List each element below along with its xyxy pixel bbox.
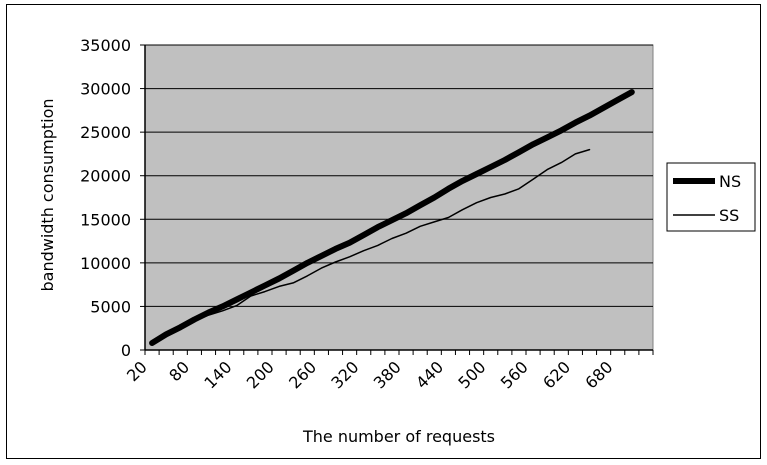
x-tick-label: 260 <box>285 357 320 392</box>
x-tick-label: 200 <box>243 357 278 392</box>
series-line-ns <box>149 89 635 346</box>
x-tick-label: 500 <box>454 357 489 392</box>
plot-area <box>144 44 654 351</box>
legend-box <box>666 162 756 232</box>
x-axis-title: The number of requests <box>302 427 495 446</box>
y-tick-label: 5000 <box>90 297 131 316</box>
legend-label: NS <box>719 172 741 191</box>
line-chart: 0 5000 10000 15000 20000 25000 30000 35000 20 80 1… <box>38 36 756 446</box>
x-tick-label: 620 <box>539 357 574 392</box>
x-tick-label: 320 <box>327 357 362 392</box>
x-tick-label: 680 <box>581 357 616 392</box>
y-tick-label: 10000 <box>80 254 131 273</box>
chart-frame: 0 5000 10000 15000 20000 25000 30000 35000 20 80 1… <box>6 4 761 459</box>
y-axis-title: bandwidth consumption <box>38 98 57 291</box>
legend-label: SS <box>719 206 739 225</box>
y-tick-label: 30000 <box>80 80 131 99</box>
x-tick-label: 440 <box>412 357 447 392</box>
y-tick-label: 25000 <box>80 123 131 142</box>
series-line-ss <box>151 148 591 344</box>
y-tick-label: 20000 <box>80 167 131 186</box>
y-tick-label: 35000 <box>80 36 131 55</box>
x-tick-label: 140 <box>200 357 235 392</box>
x-tick-label: 20 <box>123 357 151 385</box>
y-tick-label: 0 <box>121 341 131 360</box>
x-tick-label: 380 <box>370 357 405 392</box>
x-tick-label: 80 <box>165 357 193 385</box>
x-tick-label: 560 <box>497 357 532 392</box>
y-tick-label: 15000 <box>80 210 131 229</box>
